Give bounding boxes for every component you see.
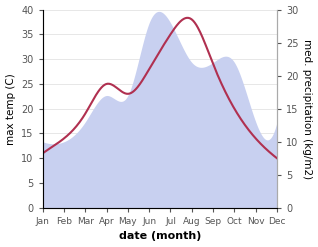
Y-axis label: max temp (C): max temp (C) [5, 73, 16, 144]
X-axis label: date (month): date (month) [119, 231, 201, 242]
Y-axis label: med. precipitation (kg/m2): med. precipitation (kg/m2) [302, 39, 313, 179]
